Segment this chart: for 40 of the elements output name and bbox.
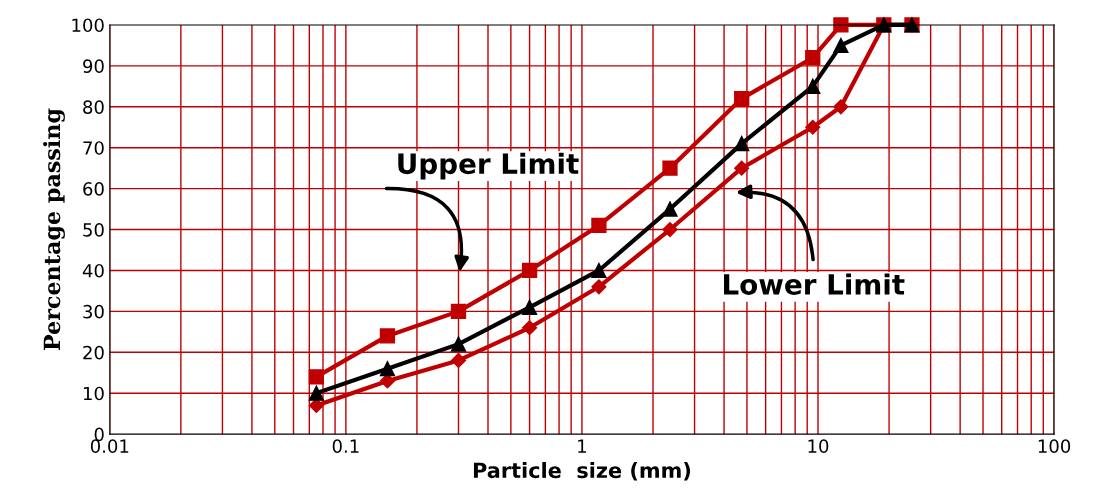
- point: [521, 320, 538, 336]
- point: [805, 50, 821, 66]
- point: [450, 303, 467, 320]
- point: [662, 221, 678, 238]
- point: [591, 262, 607, 279]
- point: [591, 217, 607, 234]
- point: [521, 299, 538, 315]
- point: [308, 385, 325, 401]
- y-tick-label: 40: [82, 263, 104, 278]
- y-tick-label: 60: [83, 182, 104, 196]
- point: [805, 78, 821, 94]
- x-tick-label: 1: [578, 439, 587, 453]
- point: [805, 119, 821, 135]
- point: [379, 361, 396, 377]
- y-tick-label: 50: [83, 223, 104, 237]
- annotation: Lower Limit: [724, 273, 905, 295]
- y-tick-label: 90: [83, 59, 104, 73]
- point: [734, 135, 750, 152]
- point: [662, 160, 678, 176]
- y-tick-label: 70: [83, 141, 104, 155]
- y-tick-label: 30: [83, 304, 104, 319]
- point: [308, 369, 325, 385]
- point: [734, 90, 750, 107]
- point: [521, 262, 538, 279]
- y-tick-label: 100: [72, 18, 104, 33]
- point: [734, 160, 750, 176]
- y-tick-label: 10: [83, 386, 104, 401]
- x-tick-label: 0.1: [332, 439, 359, 453]
- point: [379, 328, 396, 344]
- y-tick-label: 80: [83, 100, 104, 114]
- annotation: Upper Limit: [398, 152, 579, 180]
- x-axis-title: Particle size (mm): [473, 462, 691, 481]
- point: [450, 352, 467, 369]
- point: [450, 336, 467, 352]
- x-tick-label: 100: [1038, 439, 1071, 453]
- y-axis-title: Percentage passing: [43, 108, 65, 350]
- y-tick-label: 20: [83, 345, 104, 360]
- x-tick-label: 10: [808, 439, 829, 453]
- point: [591, 279, 607, 295]
- point: [662, 201, 678, 217]
